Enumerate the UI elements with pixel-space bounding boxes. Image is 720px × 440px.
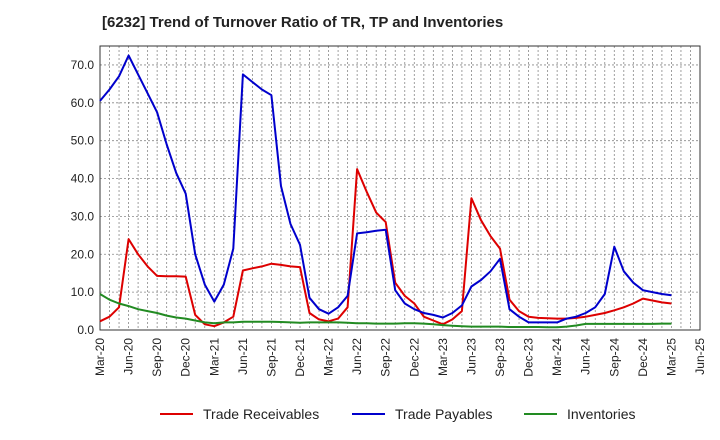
x-tick-label: Jun-23 [464, 338, 478, 375]
x-tick-label: Dec-21 [293, 338, 307, 377]
x-tick-label: Jun-22 [350, 338, 364, 375]
x-tick-label: Jun-20 [122, 338, 136, 375]
x-tick-label: Dec-23 [522, 338, 536, 377]
x-tick-label: Mar-23 [436, 338, 450, 376]
y-tick-label: 10.0 [71, 285, 95, 299]
series-line-2 [99, 293, 672, 329]
x-tick-label: Dec-20 [179, 338, 193, 377]
y-tick-label: 30.0 [71, 209, 95, 223]
x-tick-label: Jun-25 [693, 338, 707, 375]
x-tick-label: Dec-22 [407, 338, 421, 377]
x-tick-label: Mar-20 [93, 338, 107, 376]
plot-frame [99, 45, 701, 331]
y-tick-label: 50.0 [71, 134, 95, 148]
legend-label-1: Trade Payables [395, 406, 493, 422]
x-tick-label: Sep-20 [150, 338, 164, 377]
x-tick-label: Mar-25 [664, 338, 678, 376]
series-line-1 [99, 54, 672, 324]
x-tick-label: Sep-24 [607, 338, 621, 377]
x-tick-label: Jun-24 [579, 338, 593, 375]
x-tick-label: Sep-23 [493, 338, 507, 377]
y-tick-label: 60.0 [71, 96, 95, 110]
y-tick-label: 0.0 [77, 323, 94, 337]
x-tick-label: Dec-24 [636, 338, 650, 377]
legend-label-0: Trade Receivables [203, 406, 319, 422]
x-tick-label: Mar-24 [550, 338, 564, 376]
x-tick-label: Jun-21 [236, 338, 250, 375]
plot-area [100, 46, 700, 330]
y-tick-label: 70.0 [71, 58, 95, 72]
x-tick-label: Mar-21 [207, 338, 221, 376]
x-tick-label: Sep-21 [264, 338, 278, 377]
y-tick-label: 20.0 [71, 247, 95, 261]
y-tick-label: 40.0 [71, 172, 95, 186]
series-line-0 [99, 168, 672, 328]
x-tick-label: Sep-22 [379, 338, 393, 377]
x-tick-label: Mar-22 [322, 338, 336, 376]
legend-label-2: Inventories [567, 406, 635, 422]
chart-title: [6232] Trend of Turnover Ratio of TR, TP… [102, 14, 504, 31]
